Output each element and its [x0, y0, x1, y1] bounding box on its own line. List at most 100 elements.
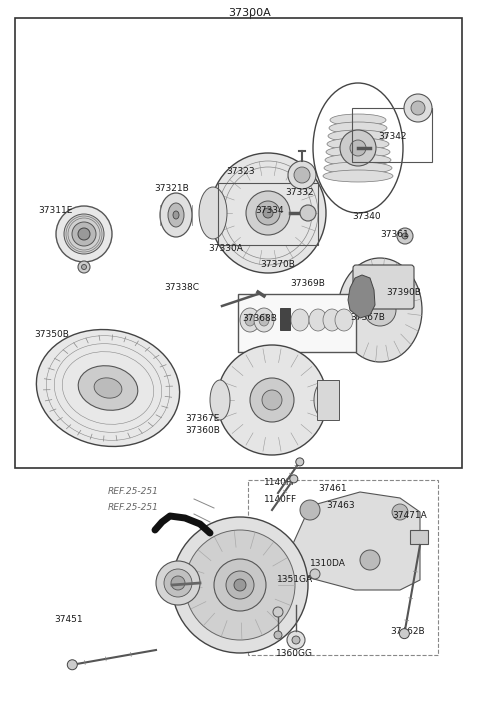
- Text: REF.25-251: REF.25-251: [108, 503, 159, 511]
- Ellipse shape: [160, 193, 192, 237]
- Text: 37342: 37342: [378, 132, 407, 140]
- Ellipse shape: [56, 206, 112, 262]
- Ellipse shape: [364, 294, 396, 326]
- Text: 37461: 37461: [318, 483, 347, 493]
- Ellipse shape: [185, 530, 295, 640]
- Ellipse shape: [263, 208, 273, 218]
- Bar: [248, 480, 438, 655]
- Polygon shape: [282, 492, 420, 590]
- Ellipse shape: [262, 390, 282, 410]
- Ellipse shape: [392, 504, 408, 520]
- Polygon shape: [348, 275, 375, 318]
- Ellipse shape: [156, 561, 200, 605]
- Ellipse shape: [217, 345, 327, 455]
- Ellipse shape: [288, 161, 316, 189]
- Ellipse shape: [296, 458, 304, 466]
- Text: 1140FF: 1140FF: [264, 478, 297, 486]
- Ellipse shape: [335, 309, 353, 331]
- Ellipse shape: [222, 170, 242, 198]
- Text: 37360B: 37360B: [185, 425, 220, 435]
- Bar: [15, 18, 462, 468]
- Ellipse shape: [323, 309, 341, 331]
- Ellipse shape: [310, 569, 320, 579]
- Text: 37338C: 37338C: [164, 283, 199, 291]
- Text: 37390B: 37390B: [386, 288, 421, 296]
- Ellipse shape: [290, 475, 298, 483]
- Text: 37462B: 37462B: [390, 627, 425, 637]
- Text: REF.25-251: REF.25-251: [108, 486, 159, 495]
- Ellipse shape: [72, 222, 96, 246]
- Text: 1140FF: 1140FF: [264, 495, 297, 503]
- Bar: [280, 308, 290, 330]
- Ellipse shape: [64, 214, 104, 254]
- Text: 37340: 37340: [352, 211, 381, 221]
- Ellipse shape: [399, 629, 409, 639]
- Text: 1360GG: 1360GG: [276, 649, 313, 659]
- Ellipse shape: [67, 659, 77, 669]
- Ellipse shape: [164, 569, 192, 597]
- Text: 37311E: 37311E: [38, 205, 72, 215]
- Text: 37451: 37451: [54, 616, 83, 624]
- Ellipse shape: [259, 314, 269, 326]
- Bar: [410, 530, 428, 544]
- Ellipse shape: [240, 308, 260, 332]
- Text: 37330A: 37330A: [208, 243, 243, 253]
- Text: 1310DA: 1310DA: [310, 559, 346, 569]
- Text: 37370B: 37370B: [260, 259, 295, 268]
- Text: 37300A: 37300A: [228, 8, 271, 18]
- Ellipse shape: [78, 366, 138, 410]
- Text: 37321B: 37321B: [154, 183, 189, 193]
- Text: 37367B: 37367B: [350, 312, 385, 321]
- Ellipse shape: [210, 380, 230, 420]
- Text: 37361: 37361: [380, 230, 409, 238]
- Ellipse shape: [294, 167, 310, 183]
- Ellipse shape: [173, 211, 179, 219]
- Ellipse shape: [324, 162, 392, 174]
- Ellipse shape: [309, 309, 327, 331]
- Text: 1351GA: 1351GA: [277, 576, 313, 584]
- Ellipse shape: [82, 264, 86, 269]
- Ellipse shape: [172, 517, 308, 653]
- Ellipse shape: [246, 191, 290, 235]
- Ellipse shape: [94, 378, 122, 398]
- Bar: [218, 183, 318, 245]
- Ellipse shape: [274, 631, 282, 639]
- Text: 37368B: 37368B: [242, 314, 277, 322]
- Text: 37369B: 37369B: [290, 279, 325, 288]
- Ellipse shape: [300, 500, 320, 520]
- Text: 37471A: 37471A: [392, 511, 427, 521]
- Bar: [352, 108, 432, 162]
- Ellipse shape: [329, 122, 387, 134]
- Ellipse shape: [411, 101, 425, 115]
- Ellipse shape: [340, 130, 376, 166]
- Ellipse shape: [226, 571, 254, 599]
- Text: 37334: 37334: [255, 205, 284, 215]
- Ellipse shape: [397, 228, 413, 244]
- Ellipse shape: [404, 94, 432, 122]
- Text: 37463: 37463: [326, 500, 355, 510]
- Ellipse shape: [330, 114, 386, 126]
- Ellipse shape: [234, 579, 246, 591]
- Bar: [317, 380, 339, 420]
- Ellipse shape: [227, 176, 237, 192]
- Text: 37367E: 37367E: [185, 414, 219, 422]
- Ellipse shape: [402, 233, 408, 239]
- Ellipse shape: [292, 636, 300, 644]
- Ellipse shape: [36, 329, 180, 447]
- Ellipse shape: [287, 631, 305, 649]
- Ellipse shape: [314, 382, 334, 418]
- Ellipse shape: [360, 550, 380, 570]
- Ellipse shape: [323, 170, 393, 182]
- Text: 37332: 37332: [285, 188, 313, 196]
- Ellipse shape: [256, 201, 280, 225]
- FancyBboxPatch shape: [353, 265, 414, 309]
- Ellipse shape: [254, 308, 274, 332]
- Ellipse shape: [291, 309, 309, 331]
- Ellipse shape: [250, 378, 294, 422]
- Ellipse shape: [168, 203, 184, 227]
- Text: 37350B: 37350B: [34, 329, 69, 339]
- Ellipse shape: [210, 153, 326, 273]
- Ellipse shape: [327, 138, 389, 150]
- Text: 37323: 37323: [226, 167, 254, 175]
- Ellipse shape: [199, 187, 227, 239]
